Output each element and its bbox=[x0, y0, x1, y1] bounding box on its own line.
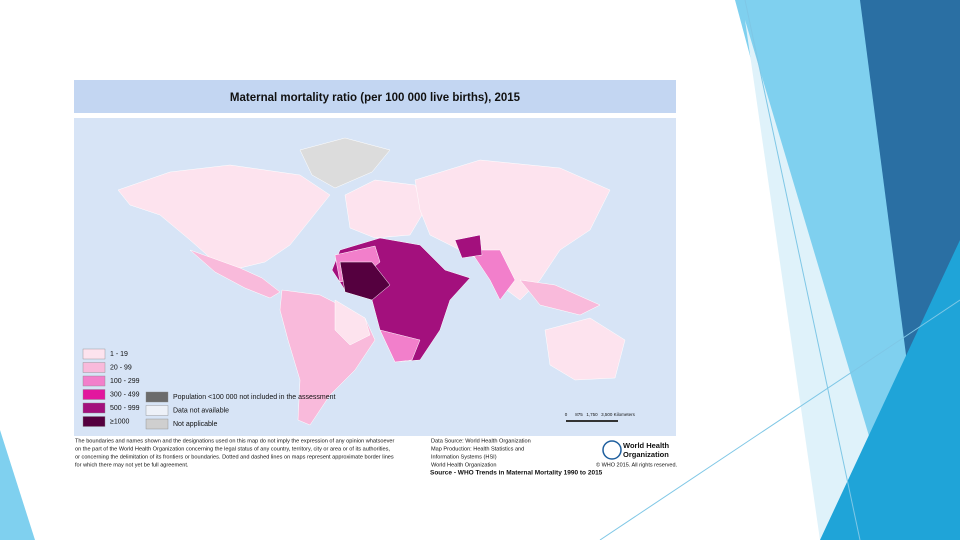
decor bbox=[820, 240, 960, 540]
who-emblem bbox=[602, 440, 622, 460]
greenland bbox=[299, 137, 391, 189]
australia bbox=[544, 317, 626, 381]
legend-swatch bbox=[145, 391, 169, 403]
decor-line bbox=[744, 0, 861, 541]
scale-label: 1,750 bbox=[586, 412, 598, 417]
afghanistan bbox=[454, 234, 483, 259]
south-asia bbox=[469, 249, 516, 301]
legend-label: 100 - 299 bbox=[110, 378, 140, 385]
disclaimer-line: on the part of the World Health Organiza… bbox=[75, 446, 390, 452]
who-name: Organization bbox=[623, 450, 669, 459]
who-name: World Health bbox=[623, 441, 670, 450]
legend-label: Data not available bbox=[173, 407, 229, 414]
legend-label: ≥1000 bbox=[110, 418, 130, 425]
scale-bar: 0 875 1,750 3,500 Kilometers bbox=[565, 412, 636, 422]
decor-line bbox=[599, 299, 960, 541]
copyright: © WHO 2015. All rights reserved. bbox=[596, 461, 678, 468]
southeast-asia bbox=[519, 279, 601, 316]
legend-swatch bbox=[82, 362, 106, 373]
southern-africa bbox=[379, 329, 421, 363]
legend: 1 - 19 20 - 99 100 - 299 300 - 499 500 - 999… bbox=[82, 348, 336, 430]
legend-label: Not applicable bbox=[173, 421, 217, 428]
legend-label: 20 - 99 bbox=[110, 364, 132, 371]
data-source-line: Information Systems (HSI) bbox=[431, 454, 497, 460]
decor bbox=[0, 430, 35, 540]
data-source-line: Map Production: Health Statistics and bbox=[431, 446, 524, 452]
legend-swatch bbox=[145, 418, 169, 430]
data-source-line: Data Source: World Health Organization bbox=[431, 438, 531, 444]
legend-swatch bbox=[82, 389, 106, 400]
decor bbox=[745, 20, 900, 540]
continents bbox=[117, 137, 626, 426]
data-source-line: World Health Organization bbox=[431, 462, 497, 468]
legend-label: 300 - 499 bbox=[110, 391, 140, 398]
disclaimer-line: for which there may not yet be full agre… bbox=[75, 462, 189, 468]
legend-swatch bbox=[82, 348, 106, 360]
disclaimer-line: The boundaries and names shown and the d… bbox=[75, 438, 394, 444]
scale-label: 0 bbox=[565, 412, 568, 417]
title-bar bbox=[74, 80, 676, 113]
source: Source - WHO Trends in Maternal Mortalit… bbox=[430, 470, 603, 477]
legend-label: Population <100 000 not included in the … bbox=[173, 394, 336, 401]
europe bbox=[344, 179, 426, 239]
central-america bbox=[189, 249, 281, 299]
legend-swatch bbox=[82, 402, 106, 414]
scale-label: 875 bbox=[575, 412, 583, 417]
legend-label: 1 - 19 bbox=[110, 351, 128, 358]
legend-swatch bbox=[82, 375, 106, 387]
map-title: Maternal mortality ratio (per 100 000 li… bbox=[230, 92, 521, 104]
legend-swatch bbox=[145, 405, 169, 416]
brazil bbox=[334, 299, 371, 346]
disclaimer-line: or concerning the delimitation of its fr… bbox=[75, 454, 394, 460]
scale-label: 3,500 Kilometers bbox=[601, 412, 636, 417]
scale-bar bbox=[566, 420, 618, 422]
legend-label: 500 - 999 bbox=[110, 405, 140, 412]
disclaimer: The boundaries and names shown and the d… bbox=[75, 438, 394, 468]
data-source: Data Source: World Health Organization Ma… bbox=[431, 438, 531, 468]
legend-swatch bbox=[82, 416, 106, 427]
north-america bbox=[117, 164, 331, 269]
west-africa bbox=[339, 261, 391, 301]
